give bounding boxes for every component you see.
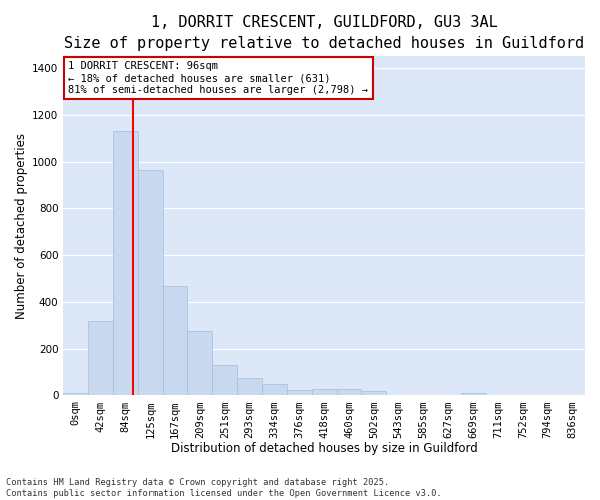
Text: 1 DORRIT CRESCENT: 96sqm
← 18% of detached houses are smaller (631)
81% of semi-: 1 DORRIT CRESCENT: 96sqm ← 18% of detach…	[68, 62, 368, 94]
Bar	[63, 393, 88, 396]
Bar	[361, 391, 386, 396]
Bar	[113, 131, 138, 396]
Bar	[287, 390, 312, 396]
Text: Contains HM Land Registry data © Crown copyright and database right 2025.
Contai: Contains HM Land Registry data © Crown c…	[6, 478, 442, 498]
Bar	[212, 365, 237, 396]
Y-axis label: Number of detached properties: Number of detached properties	[15, 133, 28, 319]
Bar	[187, 331, 212, 396]
Bar	[337, 389, 361, 396]
Title: 1, DORRIT CRESCENT, GUILDFORD, GU3 3AL
Size of property relative to detached hou: 1, DORRIT CRESCENT, GUILDFORD, GU3 3AL S…	[64, 15, 584, 51]
Bar	[237, 378, 262, 396]
Bar	[312, 389, 337, 396]
Bar	[163, 286, 187, 396]
Bar	[138, 170, 163, 396]
Bar	[88, 320, 113, 396]
Bar	[262, 384, 287, 396]
Bar	[461, 393, 485, 396]
X-axis label: Distribution of detached houses by size in Guildford: Distribution of detached houses by size …	[171, 442, 478, 455]
